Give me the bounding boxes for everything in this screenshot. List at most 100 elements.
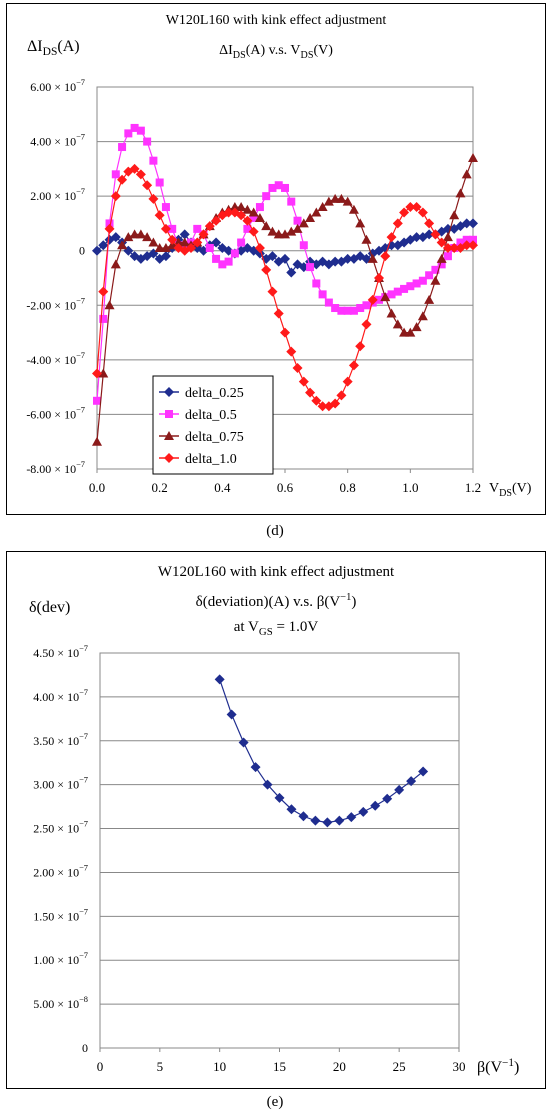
chart-d-xtick-label: 0.2 [152,480,168,495]
chart-d-point [342,196,353,206]
chart-d-point [425,271,434,280]
chart-d-point [349,306,358,315]
chart-d-point [98,286,109,297]
chart-d-point [361,234,372,244]
chart-e-point [334,815,345,826]
caption-d: (d) [266,523,284,539]
chart-d-point [286,267,297,278]
chart-d-series-4 [92,163,478,412]
chart-d-point [143,137,152,146]
chart-d-point [223,207,234,218]
chart-d-point [135,169,146,180]
chart-d-point [281,183,289,192]
chart-e-point [298,811,309,822]
chart-d-point [367,294,378,305]
chart-d-point [168,224,177,233]
chart-d-point [230,249,239,258]
chart-e-series-1 [214,674,429,828]
chart-d-ytick-label: -8.00 × 10−7​ [26,460,85,476]
chart-d-point [261,264,272,275]
chart-d-point [449,242,460,253]
chart-d-point [330,256,341,267]
chart-d-point [211,215,222,226]
chart-d-point [242,215,253,226]
chart-e-plot-area [99,652,460,1049]
chart-d-point [99,314,108,323]
chart-d-point [468,152,478,162]
chart-e-ytick-label: 4.00 × 10−7​ [33,688,88,704]
chart-d-point [98,240,109,251]
chart-d-point [154,210,165,221]
chart-d-point [280,327,290,338]
chart-d-point [204,221,215,232]
chart-d-point [123,166,134,177]
chart-d-xtick-label: 1.2 [465,480,481,495]
chart-d-point [198,229,209,240]
chart-d-point [461,240,472,251]
chart-d-point [160,223,171,234]
chart-e-xtick-label: 25 [393,1059,406,1074]
chart-d-point [336,390,347,401]
chart-e-title-line2: δ(deviation)(A) v.s. β(V−1​) [196,592,357,610]
chart-d-point [92,368,102,379]
chart-d-point [254,212,265,222]
chart-d-point [436,237,447,248]
chart-d-legend-label: delta_0.75 [185,430,244,445]
chart-e-point [250,762,261,773]
chart-d-point [348,360,359,371]
chart-d-point [330,193,341,203]
chart-d-point [437,260,446,269]
chart-e-ytick-label: 1.50 × 10−7​ [33,907,88,923]
chart-d-point [318,290,327,299]
chart-d-point [418,276,427,285]
chart-e-point [238,737,249,748]
chart-d-point [292,223,303,233]
chart-d-point [299,241,308,250]
chart-d-point [342,376,353,387]
chart-d-xtick-label: 0.4 [214,480,231,495]
chart-d-point [298,376,309,387]
chart-d-point [386,308,397,318]
chart-d-point [400,284,409,293]
chart-d-legend-marker [165,410,173,418]
chart-d-point [380,292,391,302]
chart-e-point [406,776,417,787]
chart-d-point [286,226,297,236]
chart-e-ytick-label: 0 [82,1041,88,1055]
chart-d-point [248,207,259,217]
chart-e-title-line1: W120L160 with kink effect adjustment [158,564,395,580]
chart-d-title-line2: ΔIDS​(A) v.s. VDS​(V) [219,43,333,61]
chart-d-point [305,387,316,398]
chart-d-point [424,294,435,304]
chart-d-point [430,229,441,240]
chart-d-point [262,192,271,201]
chart-e-xtick-label: 5 [157,1059,164,1074]
chart-d-point [311,395,322,406]
chart-d-ytick-label: -4.00 × 10−7​ [26,351,85,367]
chart-e-ytick-label: 1.00 × 10−7​ [33,951,88,967]
chart-d-point [356,304,365,313]
chart-d-legend: delta_0.25 delta_0.5 delta_0.75 delta_1.0 [152,375,274,475]
chart-d-point [142,180,153,191]
chart-d-point [387,290,396,299]
chart-d-point [342,253,353,264]
chart-d-title-line1: W120L160 with kink effect adjustment [166,13,387,28]
chart-d-ytick-label: 4.00 × 10−7​ [30,133,85,149]
chart-d-point [236,202,247,212]
chart-d-point [148,237,159,247]
chart-d-point [424,229,435,240]
chart-d-legend-label: delta_1.0 [185,452,237,467]
chart-d-point [412,279,421,288]
chart-d-xtick-label: 0.6 [277,480,294,495]
chart-e-point [394,784,405,795]
chart-d-point [355,341,366,352]
chart-d-point [317,202,328,212]
chart-e-point [286,804,297,815]
chart-d-point [117,240,128,250]
chart-d-point [380,251,391,262]
chart-d-point [92,245,102,256]
chart-d-point [375,295,383,304]
chart-d-point [160,251,171,262]
chart-d-point [461,218,472,229]
chart-d-point [293,216,302,225]
